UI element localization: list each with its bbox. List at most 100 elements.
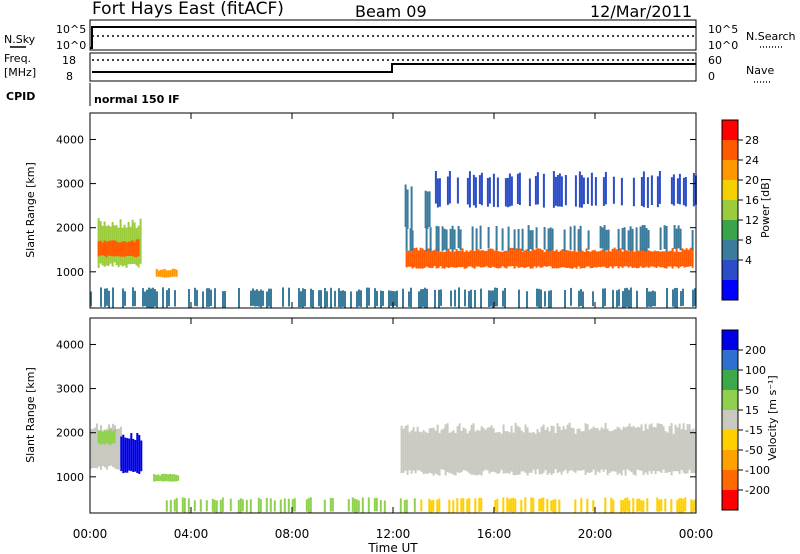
velocity-cell-0: [106, 428, 108, 470]
velocity-cell-4: [604, 422, 607, 470]
power-cell-3: [681, 248, 684, 267]
velocity-cell-4: [530, 432, 533, 473]
power-cell-6: [640, 177, 643, 206]
velocity-cell-0: [96, 423, 98, 469]
velocity-cell-4: [538, 432, 541, 475]
power-cell-7: [434, 289, 436, 308]
power-cell-6: [620, 177, 623, 206]
power-cell-3: [523, 250, 526, 269]
velocity-cell-6: [640, 500, 643, 512]
power-cell-3: [671, 248, 674, 269]
velocity-cell-4: [622, 426, 625, 470]
velocity-cell-4: [662, 426, 665, 470]
velocity-cell-1: [107, 430, 110, 445]
velocity-cell-4: [540, 426, 543, 475]
power-cell-7: [374, 288, 376, 308]
velocity-cell-4: [436, 424, 439, 475]
power-cell-3: [563, 249, 566, 268]
velocity-cell-4: [656, 423, 659, 471]
velocity-cell-3: [177, 475, 180, 481]
velocity-cell-4: [568, 422, 571, 471]
velocity-cell-5: [175, 497, 178, 513]
velocity-cell-2: [128, 438, 131, 471]
power-cell-3: [543, 251, 546, 267]
power-cell-3: [489, 248, 492, 268]
velocity-cell-4: [412, 426, 415, 471]
velocity-cell-2: [132, 438, 135, 472]
velocity-colorbar-swatch: [722, 350, 738, 371]
beam-label: Beam 09: [355, 2, 427, 21]
velocity-cell-0: [92, 428, 94, 468]
velocity-cell-6: [436, 499, 439, 513]
velocity-cell-6: [520, 499, 523, 513]
velocity-cell-4: [522, 432, 525, 472]
velocity-cell-5: [183, 498, 186, 513]
velocity-cell-4: [452, 430, 455, 475]
power-cell-6: [474, 177, 477, 208]
velocity-cell-5: [213, 499, 216, 513]
power-cell-2: [155, 269, 158, 277]
power-cell-1: [119, 242, 122, 257]
power-cell-3: [597, 251, 600, 267]
power-colorbar-tick-label: 20: [745, 174, 759, 187]
power-cell-3: [665, 250, 668, 269]
power-cell-3: [477, 249, 480, 267]
velocity-cell-6: [452, 500, 455, 513]
power-cell-1: [131, 240, 134, 257]
power-cell-5: [428, 191, 431, 227]
power-cell-7: [330, 287, 332, 308]
power-cell-7: [382, 291, 384, 306]
power-cell-3: [509, 247, 512, 267]
power-cell-7: [334, 290, 336, 307]
power-colorbar-tick-label: 24: [745, 154, 759, 167]
power-cell-6: [580, 175, 583, 208]
power-cell-3: [687, 249, 690, 267]
power-cell-1: [111, 240, 114, 257]
power-cell-7: [358, 289, 360, 307]
velocity-cell-5: [305, 499, 308, 512]
velocity-cell-6: [604, 497, 607, 513]
power-cell-7: [438, 289, 440, 308]
power-cell-4: [607, 229, 610, 249]
velocity-cell-5: [373, 498, 376, 512]
power-cell-4: [405, 227, 408, 251]
time-axis-labels: 00:00 04:00 08:00 12:00 16:00 20:00 00:00: [73, 527, 714, 541]
power-cell-3: [607, 249, 610, 268]
velocity-cell-4: [610, 431, 613, 472]
velocity-cell-4: [600, 427, 603, 470]
power-cell-3: [457, 250, 460, 267]
velocity-cell-3: [173, 474, 176, 482]
velocity-cell-5: [329, 497, 332, 512]
power-cell-3: [581, 250, 584, 269]
velocity-cell-6: [680, 498, 683, 513]
power-colorbar-tick-label: 4: [745, 254, 752, 267]
freq-tick-low: 8: [66, 70, 73, 83]
velocity-cell-5: [361, 497, 364, 513]
power-cell-4: [527, 225, 530, 251]
velocity-cell-6: [448, 499, 451, 513]
power-cell-7: [106, 288, 108, 306]
power-cell-3: [613, 247, 616, 267]
power-cell-3: [685, 248, 688, 267]
velocity-cell-4: [428, 428, 431, 473]
xtick-label: 12:00: [376, 527, 411, 541]
power-cell-7: [112, 287, 114, 308]
velocity-cell-4: [488, 427, 491, 474]
velocity-cell-6: [540, 498, 543, 512]
power-cell-3: [535, 248, 538, 268]
power-cell-7: [208, 288, 210, 307]
power-cell-6: [692, 173, 695, 207]
velocity-cell-4: [680, 429, 683, 470]
power-colorbar-swatch: [722, 280, 738, 301]
velocity-cell-4: [496, 432, 499, 474]
power-cell-7: [188, 289, 190, 308]
velocity-colorbar-swatch: [722, 330, 738, 351]
power-cell-7: [692, 289, 694, 307]
power-cell-7: [194, 287, 196, 306]
power-cell-7: [408, 291, 410, 307]
power-cell-6: [536, 172, 539, 205]
velocity-cell-4: [652, 426, 655, 471]
velocity-cell-0: [104, 433, 106, 468]
velocity-cell-3: [167, 474, 170, 482]
power-cell-7: [326, 291, 328, 308]
